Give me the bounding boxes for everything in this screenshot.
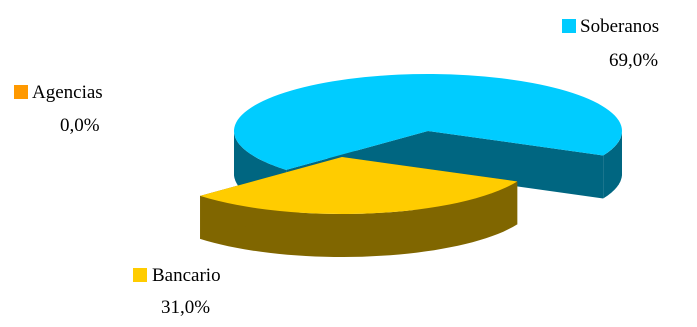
slice-soberanos-rim <box>603 131 622 199</box>
slice-soberanos-wall-1 <box>428 131 604 199</box>
slice-label-agencias: Agencias <box>32 82 103 103</box>
slice-bancario-top <box>200 157 518 215</box>
legend-swatch-agencias <box>14 85 28 99</box>
legend-swatch-bancario <box>133 268 147 282</box>
legend-swatch-soberanos <box>562 19 576 33</box>
pie-labels: Soberanos 69,0% Agencias 0,0% Bancario 3… <box>14 16 659 318</box>
slice-label-bancario: Bancario <box>152 265 221 286</box>
slice-bancario <box>200 157 518 257</box>
slice-value-agencias: 0,0% <box>60 115 100 136</box>
pie-slices <box>200 74 623 257</box>
slice-value-bancario: 31,0% <box>161 297 210 318</box>
slice-value-soberanos: 69,0% <box>609 50 658 71</box>
slice-bancario-rim <box>200 181 518 257</box>
slice-label-soberanos: Soberanos <box>580 16 659 37</box>
slice-soberanos-top <box>234 74 623 170</box>
